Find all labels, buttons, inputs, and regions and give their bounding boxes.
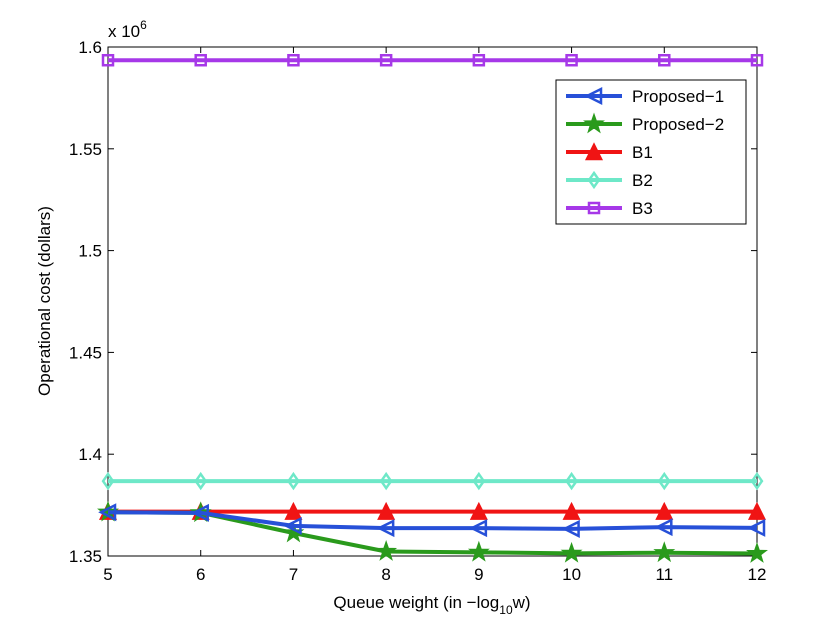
data-point [194, 471, 208, 491]
data-point [654, 518, 673, 537]
y-tick-label: 1.6 [78, 38, 102, 57]
y-axis-label: Operational cost (dollars) [35, 206, 54, 396]
x-tick-label: 10 [562, 565, 581, 584]
legend-item: B2 [566, 170, 653, 190]
series-b2 [101, 471, 764, 491]
y-tick-label: 1.55 [69, 140, 102, 159]
y-tick-label: 1.5 [78, 242, 102, 261]
data-point [469, 519, 488, 538]
data-point [190, 503, 209, 522]
series-proposed-1 [98, 503, 766, 538]
data-point [379, 53, 393, 67]
data-point [194, 53, 207, 67]
legend-marker [587, 201, 601, 215]
data-point [376, 519, 395, 538]
y-tick-label: 1.4 [78, 445, 102, 464]
legend-label: Proposed−2 [632, 115, 724, 134]
legend-label: B3 [632, 199, 653, 218]
data-point [287, 53, 300, 67]
data-point [467, 540, 490, 562]
data-point [472, 471, 486, 491]
data-point [658, 53, 671, 67]
data-point [657, 471, 671, 491]
legend-item: Proposed−2 [566, 112, 724, 134]
data-point [469, 501, 488, 520]
y-multiplier: x 106 [108, 18, 147, 41]
legend-label: Proposed−1 [632, 87, 724, 106]
data-point [379, 471, 393, 491]
data-point [560, 541, 583, 563]
x-axis-label: Queue weight (in −log10w) [333, 593, 530, 617]
series-layer [97, 53, 768, 563]
legend-marker [587, 170, 601, 190]
x-tick-label: 6 [196, 565, 205, 584]
data-point [375, 539, 398, 561]
x-tick-label: 7 [289, 565, 298, 584]
data-point [472, 53, 486, 67]
data-point [562, 501, 581, 520]
x-tick-label: 9 [474, 565, 483, 584]
data-point [101, 471, 115, 491]
data-point [750, 471, 764, 491]
legend-item: B1 [566, 142, 653, 162]
y-tick-label: 1.45 [69, 343, 102, 362]
series-line [107, 510, 758, 531]
y-tick-label: 1.35 [69, 547, 102, 566]
data-point [283, 516, 302, 535]
series-b3 [101, 53, 764, 67]
legend-marker [584, 142, 604, 161]
legend-marker [584, 86, 603, 106]
data-point [655, 501, 674, 520]
data-point [287, 471, 300, 491]
data-point [750, 53, 764, 67]
legend-marker [583, 112, 605, 134]
x-tick-label: 8 [381, 565, 390, 584]
x-tick-label: 12 [748, 565, 767, 584]
legend-label: B2 [632, 171, 653, 190]
data-point [653, 541, 676, 563]
data-point [98, 503, 117, 522]
data-point [565, 53, 578, 67]
legend-item: Proposed−1 [566, 86, 724, 106]
data-point [101, 53, 115, 67]
data-point [565, 471, 578, 491]
data-point [284, 501, 303, 520]
x-tick-label: 5 [103, 565, 112, 584]
legend-label: B1 [632, 143, 653, 162]
x-tick-label: 11 [655, 565, 673, 584]
axis-ticks: 5 6 7 8 9 10 11 12 1.35 1.4 1.45 1.5 1.55 1.6 [69, 38, 767, 584]
data-point [746, 542, 768, 563]
legend: Proposed−1 Proposed−2 B1 B2 B3 [555, 79, 747, 225]
data-point [747, 501, 767, 520]
data-point [561, 519, 580, 538]
data-point [747, 518, 766, 537]
legend-item: B3 [566, 199, 653, 218]
data-point [377, 501, 396, 520]
